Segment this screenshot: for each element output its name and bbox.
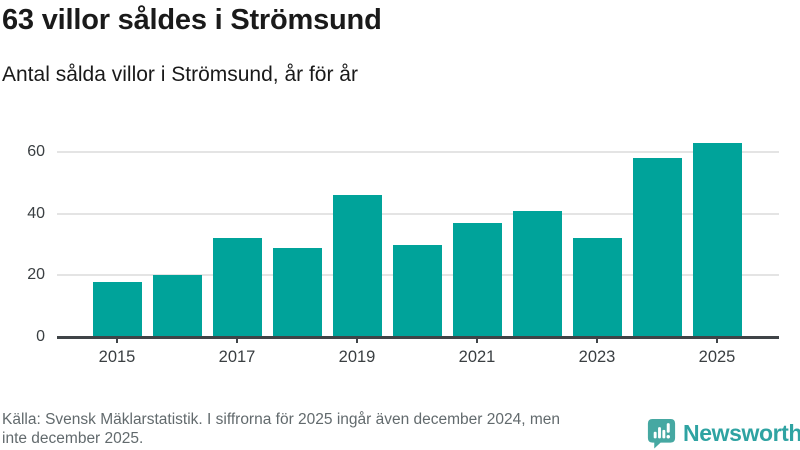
bar-2020 bbox=[392, 244, 442, 337]
x-axis-label: 2019 bbox=[338, 348, 376, 366]
bar-2022 bbox=[512, 210, 562, 337]
chart-subtitle: Antal sålda villor i Strömsund, år för å… bbox=[2, 63, 358, 86]
newsworthy-logo: Newsworthy bbox=[647, 417, 800, 450]
bar-2024 bbox=[632, 158, 682, 337]
y-axis-label: 60 bbox=[27, 143, 45, 160]
bar-2015 bbox=[92, 281, 142, 337]
source-note: Källa: Svensk Mäklarstatistik. I siffror… bbox=[2, 410, 642, 448]
x-axis-tick-2023 bbox=[596, 337, 598, 343]
x-axis-label: 2025 bbox=[698, 348, 736, 366]
x-axis-baseline bbox=[57, 335, 779, 339]
y-axis-label: 20 bbox=[27, 266, 45, 284]
chart-title: 63 villor såldes i Strömsund bbox=[2, 4, 382, 36]
bar-2023 bbox=[572, 238, 622, 337]
gridline-y40 bbox=[57, 212, 779, 215]
x-axis-tick-2015 bbox=[116, 337, 118, 343]
bar-2019 bbox=[332, 195, 382, 337]
source-note-line: Källa: Svensk Mäklarstatistik. I siffror… bbox=[2, 411, 560, 428]
bar-2018 bbox=[272, 247, 322, 337]
x-axis-label: 2023 bbox=[578, 348, 616, 366]
bar-2021 bbox=[452, 222, 502, 337]
bar-2017 bbox=[212, 238, 262, 337]
x-axis-tick-2019 bbox=[356, 337, 358, 343]
y-axis-label: 40 bbox=[27, 204, 45, 222]
bar-2025 bbox=[692, 142, 742, 337]
x-axis-tick-2017 bbox=[236, 337, 238, 343]
x-axis-label: 2021 bbox=[458, 348, 496, 366]
y-axis-label: 0 bbox=[36, 328, 45, 345]
x-axis-tick-2021 bbox=[476, 337, 478, 343]
speech-bubble-bar-chart-icon bbox=[647, 419, 676, 449]
bar-2016 bbox=[152, 275, 202, 337]
x-axis-label: 2015 bbox=[98, 348, 136, 366]
x-axis-label: 2017 bbox=[218, 348, 256, 366]
newsworthy-wordmark: Newsworthy bbox=[683, 420, 800, 446]
x-axis-tick-2025 bbox=[716, 337, 718, 343]
source-note-line: inte december 2025. bbox=[2, 430, 144, 447]
gridline-y60 bbox=[57, 151, 779, 153]
